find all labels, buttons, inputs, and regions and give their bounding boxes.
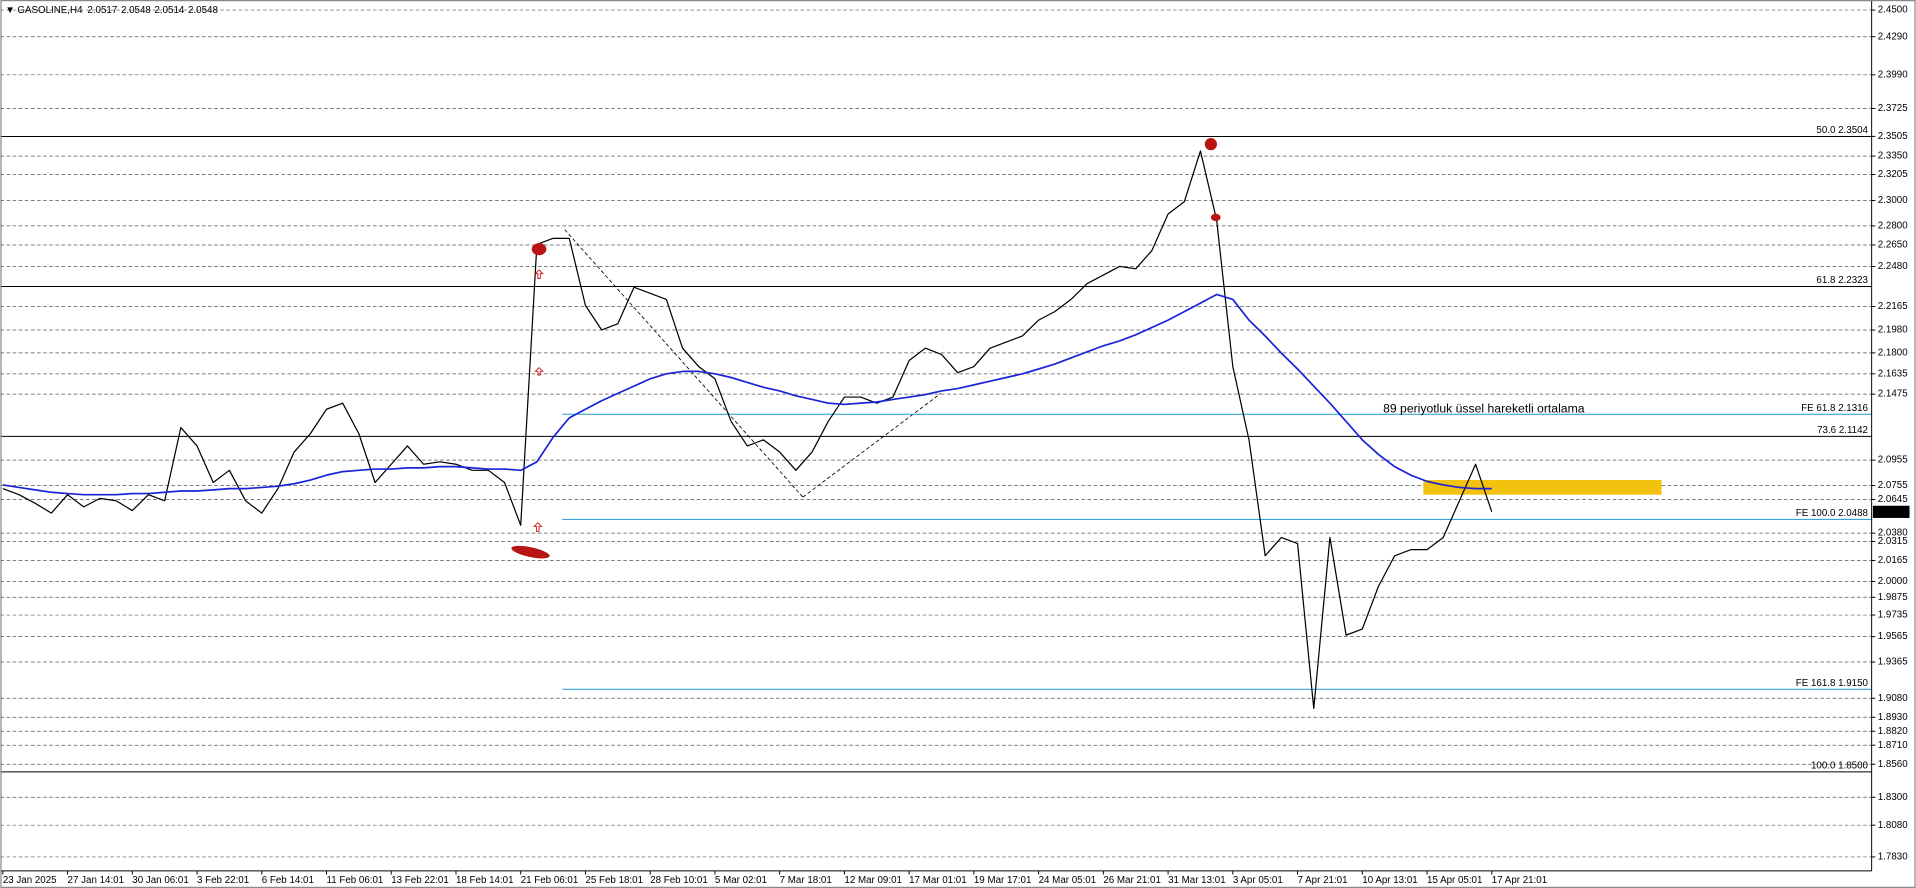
ohlc-open: 2.0517 (87, 4, 117, 15)
trend-line (802, 392, 942, 498)
x-tick-label: 27 Jan 14:01 (68, 875, 124, 886)
ohlc-high: 2.0548 (121, 4, 151, 15)
current-price-box (1872, 505, 1910, 518)
y-tick-label: 1.7830 (1878, 852, 1908, 863)
y-tick-label: 1.9365 (1878, 657, 1908, 668)
fib-label: 50.0 2.3504 (1816, 125, 1868, 136)
y-tick-label: 2.1635 (1878, 368, 1908, 379)
x-tick-label: 12 Mar 09:01 (844, 875, 902, 886)
x-tick-label: 17 Apr 21:01 (1492, 875, 1547, 886)
level-layer: 50.0 2.3504 61.8 2.2323 73.6 2.1142 100.0 1… (0, 125, 1872, 773)
x-tick-label: 18 Feb 14:01 (456, 875, 514, 886)
series-layer (2, 150, 1493, 709)
y-tick-label: 2.1475 (1878, 389, 1908, 400)
x-tick-label: 30 Jan 06:01 (132, 875, 188, 886)
x-tick-label: 13 Feb 22:01 (391, 875, 449, 886)
annotation: 89 periyotluk üssel hareketli ortalama (1383, 401, 1585, 415)
y-tick-label: 2.0645 (1878, 494, 1908, 505)
price-line (2, 150, 1493, 709)
y-tick-label: 1.8710 (1878, 740, 1908, 751)
y-tick-label: 2.0000 (1878, 576, 1908, 587)
fe-label: FE 161.8 1.9150 (1796, 678, 1869, 689)
y-tick-label: 2.0315 (1878, 536, 1908, 547)
y-tick-label: 1.9565 (1878, 631, 1908, 642)
x-tick-label: 31 Mar 13:01 (1168, 875, 1226, 886)
y-tick-label: 2.4290 (1878, 31, 1908, 42)
y-tick-label: 1.8820 (1878, 726, 1908, 737)
y-tick-label: 2.4500 (1878, 5, 1908, 16)
y-tick-label: 2.3205 (1878, 169, 1908, 180)
fib-label: 61.8 2.2323 (1816, 275, 1868, 286)
ohlc-low: 2.0514 (154, 4, 184, 15)
marker (1204, 138, 1217, 151)
y-tick-label: 2.0955 (1878, 455, 1908, 466)
x-tick-label: 3 Apr 05:01 (1233, 875, 1283, 886)
ohlc-close: 2.0548 (188, 4, 218, 15)
y-tick-label: 2.2650 (1878, 240, 1908, 251)
x-tick-label: 21 Feb 06:01 (521, 875, 579, 886)
y-tick-label: 2.0755 (1878, 480, 1908, 491)
y-tick-label: 2.3990 (1878, 69, 1908, 80)
x-tick-label: 11 Feb 06:01 (327, 875, 384, 886)
axis-layer: 2.4500 2.4290 2.3990 2.3725 2.3505 2.3350 2.32… (2, 5, 1910, 886)
marker (531, 243, 547, 256)
y-tick-label: 2.0380 (1878, 528, 1908, 539)
y-tick-label: 2.3350 (1878, 151, 1908, 162)
fib-label: 100.0 1.8500 (1811, 760, 1869, 771)
y-tick-label: 2.1980 (1878, 325, 1908, 336)
zone-highlight (1423, 480, 1662, 495)
y-tick-label: 2.3505 (1878, 131, 1908, 142)
chart-header: ▼ GASOLINE,H4 2.0517 2.0548 2.0514 2.0548 (5, 4, 218, 15)
x-tick-label: 3 Feb 22:01 (197, 875, 249, 886)
markers (511, 138, 1221, 559)
x-tick-label: 28 Feb 10:01 (650, 875, 708, 886)
current-price-label: 2.0548 (1877, 506, 1907, 517)
x-tick-label: 6 Feb 14:01 (262, 875, 314, 886)
arrows (532, 269, 544, 532)
y-tick-label: 1.9875 (1878, 592, 1908, 603)
x-tick-label: 17 Mar 01:01 (909, 875, 967, 886)
trend-lines (564, 229, 942, 498)
y-tick-label: 2.2165 (1878, 301, 1908, 312)
y-tick-label: 2.0165 (1878, 555, 1908, 566)
x-tick-label: 15 Apr 05:01 (1427, 875, 1482, 886)
x-tick-label: 23 Jan 2025 (3, 875, 57, 886)
y-tick-label: 1.8080 (1878, 820, 1908, 831)
y-tick-label: 1.9735 (1878, 610, 1908, 621)
x-tick-label: 26 Mar 21:01 (1103, 875, 1161, 886)
x-tick-label: 24 Mar 05:01 (1039, 875, 1097, 886)
x-tick-label: 25 Feb 18:01 (585, 875, 643, 886)
x-tick-label: 10 Apr 13:01 (1362, 875, 1417, 886)
y-tick-label: 2.2800 (1878, 220, 1908, 231)
arrow (534, 269, 544, 279)
fe-label: FE 61.8 2.1316 (1801, 403, 1868, 414)
symbol: GASOLINE,H4 (17, 4, 83, 15)
arrow (534, 366, 544, 376)
fe-label: FE 100.0 2.0488 (1796, 508, 1868, 519)
arrow (532, 522, 543, 532)
price-line (2, 293, 1492, 496)
y-tick-label: 1.9080 (1878, 693, 1908, 704)
trend-line (564, 229, 804, 498)
x-tick-label: 5 Mar 02:01 (715, 875, 767, 886)
y-tick-label: 2.2480 (1878, 261, 1908, 272)
x-tick-label: 7 Apr 21:01 (1298, 875, 1348, 886)
y-tick-label: 1.8300 (1878, 792, 1908, 803)
marker (511, 545, 550, 559)
y-tick-label: 1.8560 (1878, 759, 1908, 770)
header-triangle: ▼ (5, 4, 15, 15)
y-tick-label: 2.3000 (1878, 195, 1908, 206)
y-tick-label: 1.8930 (1878, 712, 1908, 723)
x-tick-label: 7 Mar 18:01 (780, 875, 832, 886)
marker (1210, 213, 1221, 222)
fib-label: 73.6 2.1142 (1817, 425, 1868, 436)
x-tick-label: 19 Mar 17:01 (974, 875, 1032, 886)
y-tick-label: 2.3725 (1878, 103, 1908, 114)
y-tick-label: 2.1800 (1878, 347, 1908, 358)
